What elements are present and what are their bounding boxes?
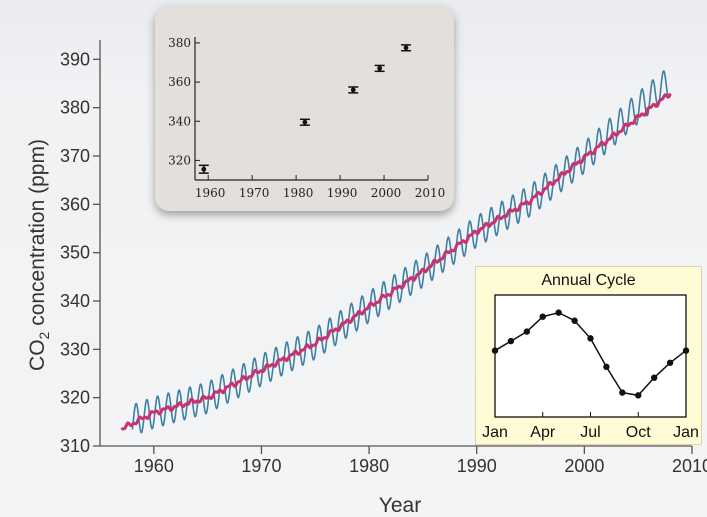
inset-x-tick-label: 1980 — [283, 186, 314, 200]
x-tick-label: 2010 — [672, 456, 707, 476]
inset-data-point — [348, 86, 359, 94]
y-axis-title-rest: concentration (ppm) — [26, 139, 49, 332]
y-tick-label: 370 — [60, 146, 90, 166]
inset-x-tick-label: 1970 — [239, 186, 270, 200]
annual-cycle-point — [635, 392, 642, 399]
annual-cycle-point — [650, 374, 658, 381]
annual-cycle-title: Annual Cycle — [541, 272, 636, 289]
annual-cycle-point — [603, 363, 610, 371]
inset-chart: 320 340 360 380 1960 1970 1980 1990 2000 2010 — [168, 36, 446, 200]
y-tick-label: 360 — [60, 194, 90, 214]
y-tick-label: 310 — [60, 436, 90, 456]
annual-cycle-point — [491, 347, 499, 354]
y-tick-label: 340 — [60, 291, 90, 311]
ice-core-inset: 320 340 360 380 1960 1970 1980 1990 2000 2010 — [155, 6, 454, 211]
inset-x-tick-label: 2000 — [371, 186, 402, 200]
annual-cycle-point — [587, 335, 594, 342]
inset-data-point — [374, 64, 385, 73]
trend-series-line — [120, 93, 672, 431]
annual-cycle-point — [539, 313, 546, 320]
x-tick-label: 1990 — [457, 456, 497, 476]
annual-cycle-inset: Annual Cycle Jan Apr Jul Oct Jan — [475, 266, 702, 445]
x-axis-title: Year — [379, 494, 421, 517]
inset-x-tick-label: 2010 — [415, 186, 446, 200]
y-tick-label: 380 — [60, 98, 90, 118]
main-series-layer — [120, 69, 672, 434]
annual-cycle-x-tick-label: Jul — [580, 424, 600, 441]
x-tick-label: 1970 — [241, 456, 281, 476]
annual-cycle-point — [555, 309, 562, 316]
x-ticks: 1960 1970 1980 1990 2000 2010 — [134, 446, 707, 476]
annual-cycle-point — [666, 359, 674, 366]
y-ticks: 310 320 330 340 350 360 370 380 390 — [60, 49, 100, 456]
y-tick-label: 330 — [60, 339, 90, 359]
y-axis-title: CO2 concentration (ppm) — [26, 139, 52, 371]
y-axis-title-co: CO — [26, 339, 49, 371]
inset-y-tick-label: 320 — [168, 153, 191, 167]
annual-cycle-chart: Jan Apr Jul Oct Jan — [482, 294, 699, 441]
y-tick-label: 350 — [60, 243, 90, 263]
y-tick-label: 320 — [60, 388, 90, 408]
annual-cycle-x-tick-label: Oct — [626, 424, 651, 441]
inset-x-tick-label: 1990 — [327, 186, 358, 200]
y-axis-title-subscript: 2 — [36, 331, 52, 339]
annual-cycle-point — [507, 337, 515, 345]
y-tick-label: 390 — [60, 49, 90, 69]
x-tick-label: 1960 — [134, 456, 174, 476]
x-tick-label: 2000 — [564, 456, 604, 476]
inset-y-tick-label: 340 — [168, 114, 191, 128]
inset-y-tick-label: 360 — [168, 75, 191, 89]
annual-cycle-point — [682, 347, 690, 354]
annual-cycle-x-tick-label: Jan — [482, 424, 508, 441]
inset-data-point — [401, 44, 412, 52]
inset-data-point — [198, 164, 209, 174]
inset-x-tick-label: 1960 — [195, 186, 226, 200]
annual-cycle-point — [523, 328, 531, 335]
annual-cycle-x-tick-label: Apr — [530, 424, 556, 441]
annual-cycle-point — [571, 317, 578, 324]
annual-cycle-plot-area — [494, 294, 687, 418]
inset-data-point — [299, 118, 310, 126]
annual-cycle-x-tick-label: Jan — [673, 424, 699, 441]
inset-y-tick-label: 380 — [168, 36, 191, 50]
annual-cycle-point — [619, 389, 626, 396]
x-tick-label: 1980 — [349, 456, 389, 476]
